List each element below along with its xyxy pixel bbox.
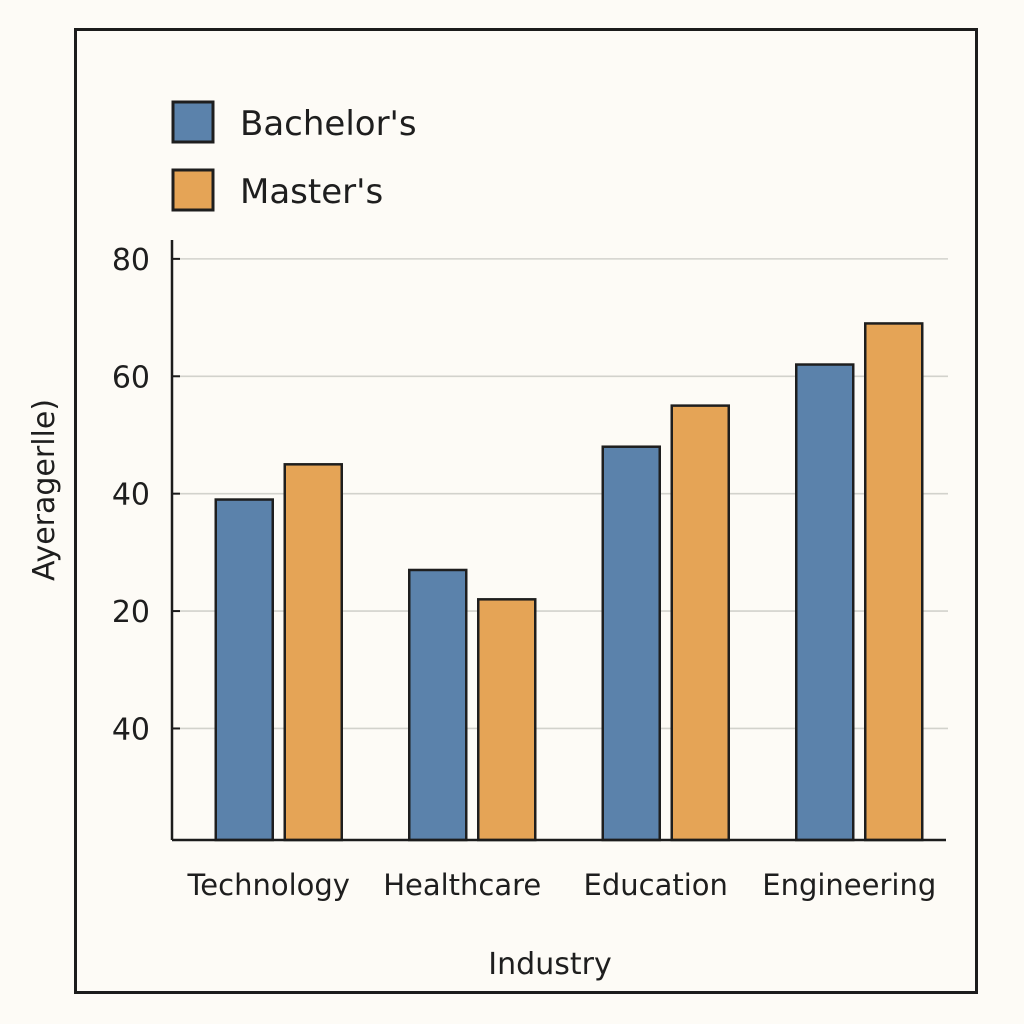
legend-label: Master's bbox=[240, 172, 383, 212]
x-tick-label: Technology bbox=[187, 868, 350, 902]
x-tick-label: Education bbox=[584, 868, 728, 902]
legend-label: Bachelor's bbox=[240, 104, 417, 144]
legend: Bachelor's Master's bbox=[171, 100, 417, 212]
category-labels: Technology Healthcare Education Engineering bbox=[187, 868, 937, 902]
bar-bachelors-engineering bbox=[795, 363, 855, 842]
x-tick-label: Engineering bbox=[762, 868, 936, 902]
bar-masters-technology bbox=[283, 463, 343, 842]
bar-masters-engineering bbox=[864, 322, 924, 842]
y-tick-labels: 40 20 40 60 80 bbox=[112, 243, 150, 748]
bar-masters-education bbox=[670, 404, 730, 842]
x-axis-title: Industry bbox=[488, 947, 611, 982]
x-tick-label: Healthcare bbox=[383, 868, 541, 902]
bar-masters-healthcare bbox=[477, 598, 537, 842]
y-tick-label: 60 bbox=[112, 360, 150, 395]
bar-bachelors-healthcare bbox=[408, 568, 468, 842]
bars bbox=[214, 322, 924, 842]
y-axis-title: Ayeragerlle) bbox=[27, 399, 62, 581]
bar-bachelors-technology bbox=[214, 498, 274, 842]
y-tick-label: 80 bbox=[112, 243, 150, 278]
y-tick-label: 40 bbox=[112, 478, 150, 513]
legend-swatch bbox=[171, 168, 215, 212]
bar-bachelors-education bbox=[601, 445, 661, 842]
y-tick-label: 20 bbox=[112, 595, 150, 630]
y-tick-label: 40 bbox=[112, 712, 150, 747]
legend-swatch bbox=[171, 100, 215, 144]
